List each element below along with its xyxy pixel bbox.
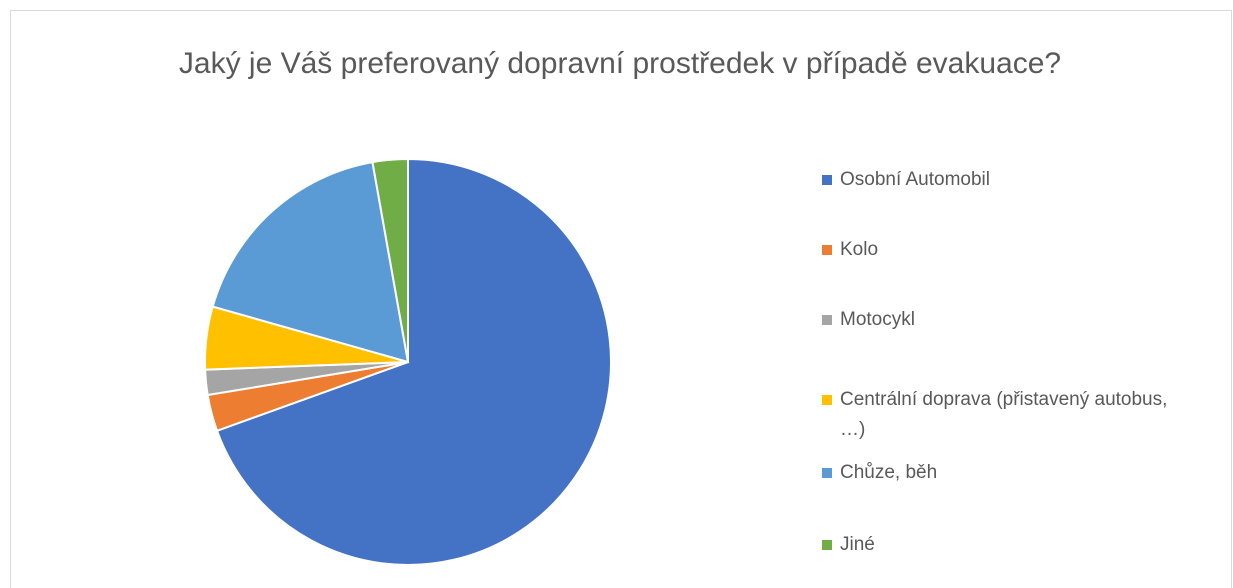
legend-item: Motocykl <box>822 305 1192 335</box>
chart-border <box>10 10 1232 588</box>
pie-slice <box>211 160 410 364</box>
legend-item: Chůze, běh <box>822 458 1192 488</box>
legend-label: Jiné <box>840 534 875 555</box>
legend-swatch <box>822 540 832 550</box>
legend-item: Kolo <box>822 235 1192 265</box>
pie-slice <box>215 157 612 566</box>
legend-item: Osobní Automobil <box>822 165 1192 195</box>
legend-swatch <box>822 395 832 405</box>
legend-label: Chůze, běh <box>840 462 938 483</box>
legend-item: Centrální doprava (přistavený autobus, …… <box>822 385 1192 445</box>
legend-item: Jiné <box>822 530 1192 560</box>
legend-swatch <box>822 175 832 185</box>
legend-swatch <box>822 468 832 478</box>
legend-label: Centrální doprava (přistavený autobus, …… <box>840 389 1168 440</box>
legend-swatch <box>822 315 832 325</box>
legend-label: Kolo <box>840 239 879 260</box>
legend-label: Motocykl <box>840 309 915 330</box>
legend-label: Osobní Automobil <box>840 169 990 190</box>
legend-swatch <box>822 245 832 255</box>
pie-slice <box>371 157 409 363</box>
chart-title: Jaký je Váš preferovaný dopravní prostře… <box>178 47 1062 80</box>
